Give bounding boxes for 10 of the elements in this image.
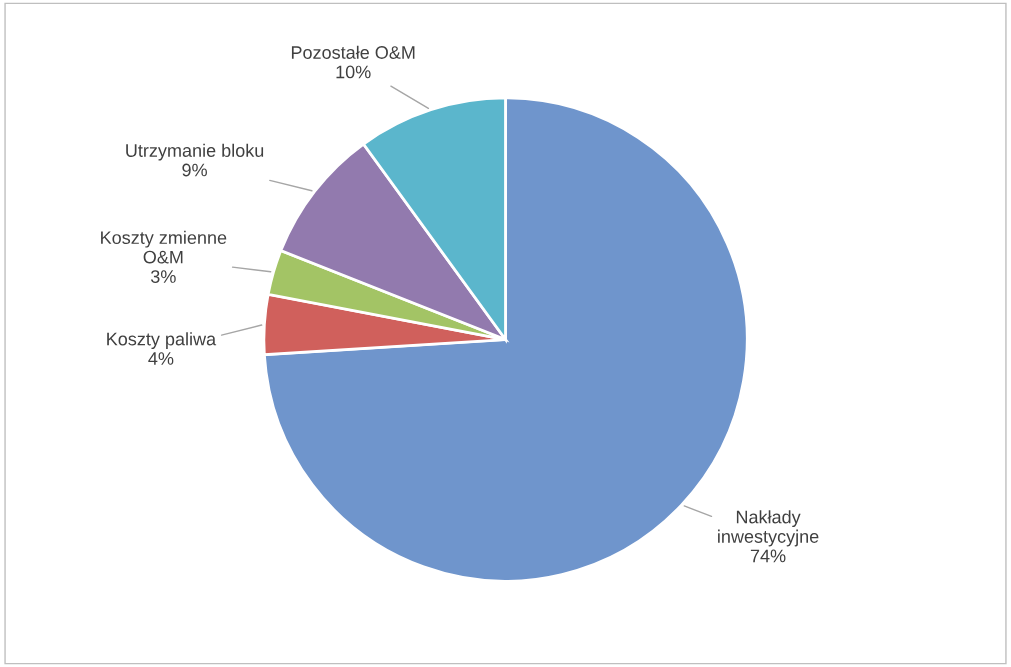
slice-label: Koszty zmienne O&M — [101, 230, 227, 264]
data-label: 74% — [750, 549, 786, 563]
data-label: 9% — [182, 163, 207, 177]
data-label: 4% — [148, 352, 174, 365]
slice-label: Koszty paliwa — [107, 332, 217, 350]
data-label: 3% — [150, 270, 176, 283]
slice-label: Pozostałe O&M — [291, 45, 415, 59]
data-label: 10% — [336, 65, 371, 79]
slice-label: Utrzymanie bloku — [126, 143, 264, 161]
slice-label: Nakłady inwestycyjne — [718, 510, 819, 547]
